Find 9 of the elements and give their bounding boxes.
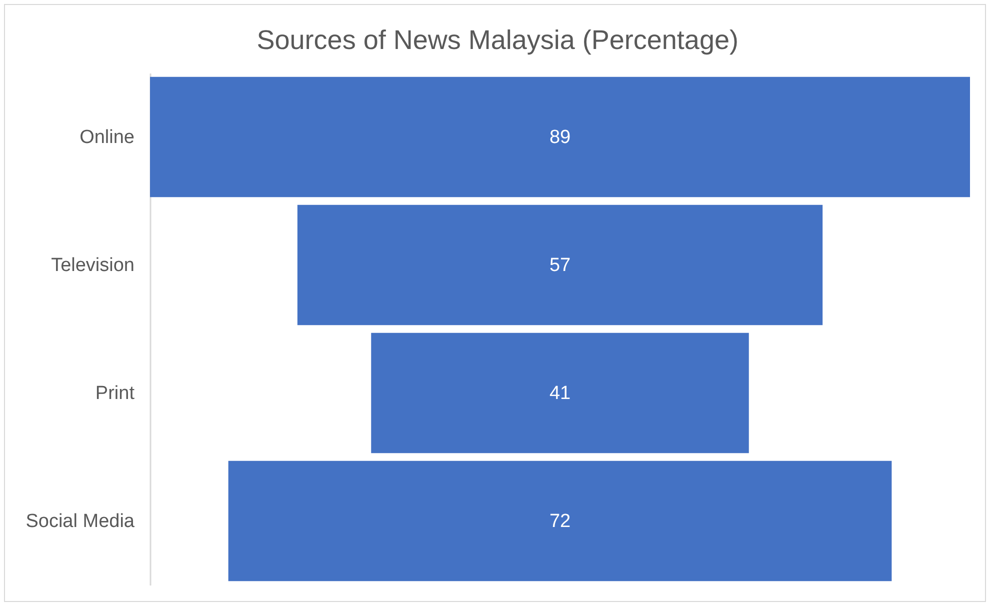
- data-label: 72: [549, 511, 571, 532]
- category-label: Social Media: [26, 511, 135, 532]
- category-label: Television: [51, 255, 134, 276]
- data-label: 89: [549, 127, 571, 148]
- text: Sources of News Malaysia (Percentage): [256, 25, 738, 55]
- data-label: 57: [549, 255, 571, 276]
- category-label: Print: [95, 383, 136, 404]
- data-label: 41: [549, 383, 571, 404]
- category-label: Online: [80, 127, 134, 148]
